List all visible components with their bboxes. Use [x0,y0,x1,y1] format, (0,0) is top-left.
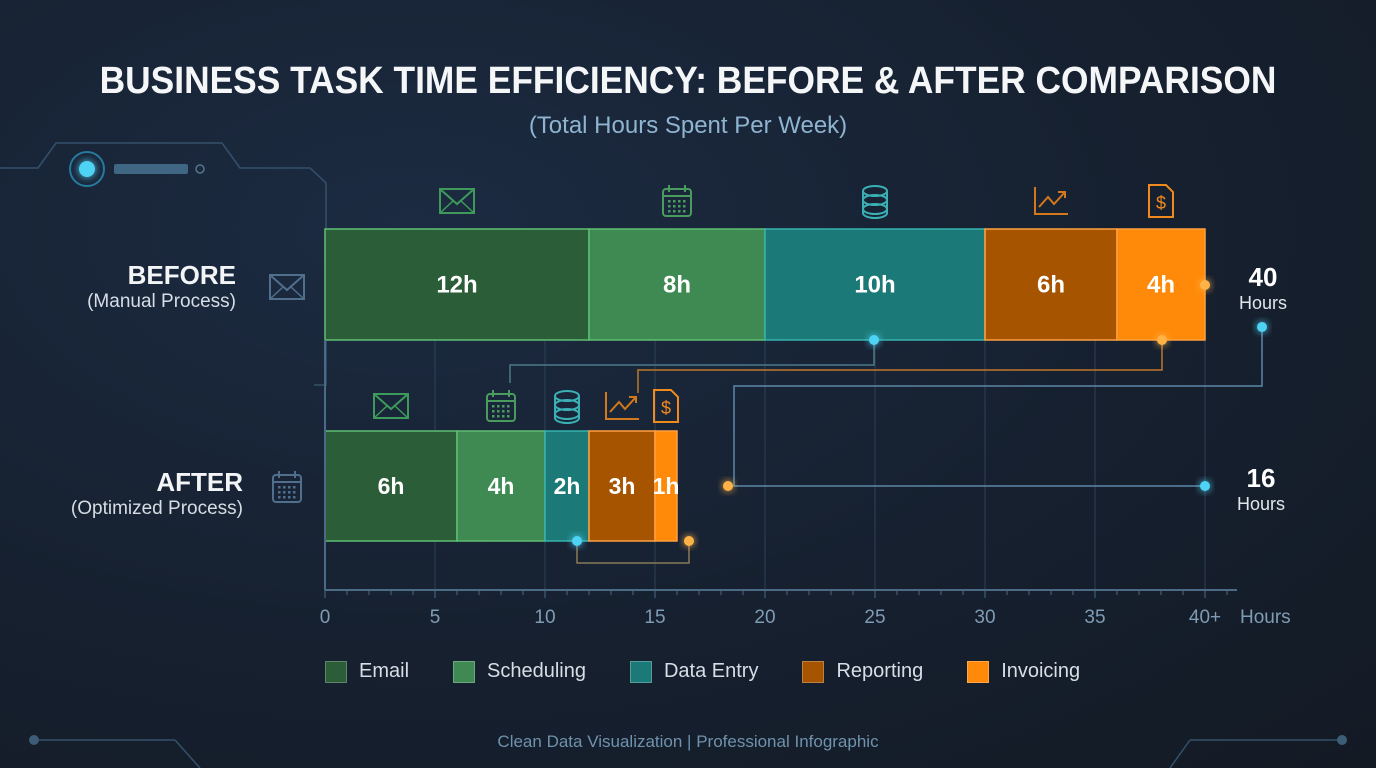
legend-label: Reporting [836,660,924,682]
bar-segment-email [324,228,590,341]
legend-swatch [629,660,652,683]
envelope-open-icon [269,274,305,300]
x-tick-label: 5 [430,607,441,628]
x-axis-label: Hours [1240,607,1291,628]
after-total: 16 Hours [1226,463,1296,515]
x-tick-label: 15 [644,607,665,628]
data-label: 6h [1037,272,1065,299]
data-label: 12h [436,272,477,299]
invoice-dollar-icon: $ [653,389,679,423]
after-total-unit: Hours [1236,494,1285,514]
legend-swatch [802,660,825,683]
before-total-value: 40 [1248,262,1278,292]
envelope-icon [439,188,475,214]
x-tick-label: 40+ [1189,607,1221,628]
svg-text:$: $ [1156,193,1166,213]
connector-dot [1157,335,1167,345]
calendar-icon [486,390,516,422]
calendar-chart-icon [272,471,302,503]
trend-chart-icon [1034,187,1068,215]
envelope-icon [373,393,409,419]
decorative-dot [29,735,39,745]
invoice-dollar-icon: $ [1148,184,1174,218]
x-tick-label: 10 [534,607,555,628]
before-row-label: BEFORE (Manual Process) [36,260,236,313]
x-tick-label: 25 [864,607,885,628]
bar-segment-scheduling [588,228,766,341]
legend-item-scheduling: Scheduling [453,660,586,683]
legend: Email Scheduling Data Entry Reporting In… [325,660,1124,683]
legend-swatch [325,660,347,683]
data-label: 2h [554,473,581,499]
after-row-label: AFTER (Optimized Process) [43,467,243,520]
status-indicator-icon [69,151,205,187]
legend-label: Email [359,660,410,682]
legend-swatch [453,660,476,683]
connector-line [576,541,690,564]
database-icon [554,390,580,424]
connector-line [637,340,1163,393]
calendar-icon [662,185,692,217]
x-tick-label: 35 [1084,607,1105,628]
data-label: 8h [663,272,691,299]
legend-item-invoicing: Invoicing [967,660,1080,683]
before-total: 40 Hours [1228,262,1298,314]
footer-caption: Clean Data Visualization | Professional … [497,732,879,751]
trend-chart-icon [605,392,639,420]
after-label: AFTER [156,467,243,497]
after-total-value: 16 [1246,463,1276,493]
decorative-dot [1337,735,1347,745]
bar-segment-invoicing [1116,228,1206,341]
connector-dot [1200,481,1210,491]
chart-subtitle: (Total Hours Spent Per Week) [528,112,848,139]
data-label: 1h [653,473,680,499]
data-label: 10h [854,272,895,299]
data-label: 4h [488,473,515,499]
legend-label: Scheduling [487,660,586,682]
connector-dot [1257,322,1267,332]
bar-segment-reporting [588,430,656,542]
bar-segment-data-entry [764,228,986,341]
chart-title: BUSINESS TASK TIME EFFICIENCY: BEFORE & … [99,60,1277,102]
bar-segment-data-entry [544,430,590,542]
legend-swatch [967,660,990,683]
bar-segment-invoicing [654,430,678,542]
legend-item-data-entry: Data Entry [629,660,759,683]
legend-label: Invoicing [1001,660,1081,682]
connector-dot [684,536,694,546]
x-tick-label: 20 [754,607,775,628]
x-tick-label: 0 [320,607,331,628]
connector-dot [1200,280,1210,290]
before-sublabel: (Manual Process) [87,291,236,312]
data-label: 3h [609,473,636,499]
after-sublabel: (Optimized Process) [70,498,243,519]
data-label: 6h [378,473,405,499]
connector-dot [723,481,733,491]
svg-text:$: $ [661,398,671,418]
before-total-unit: Hours [1238,293,1287,313]
legend-label: Data Entry [663,660,759,682]
connector-line [733,327,1263,486]
bar-segment-email [324,430,458,542]
connector-dot [572,536,582,546]
legend-item-reporting: Reporting [802,660,923,683]
x-tick-label: 30 [974,607,995,628]
legend-item-email: Email [325,660,409,683]
data-label: 4h [1147,272,1175,299]
connector-dot [869,335,879,345]
connector-line [509,340,875,383]
before-label: BEFORE [127,260,236,290]
database-icon [862,185,888,219]
